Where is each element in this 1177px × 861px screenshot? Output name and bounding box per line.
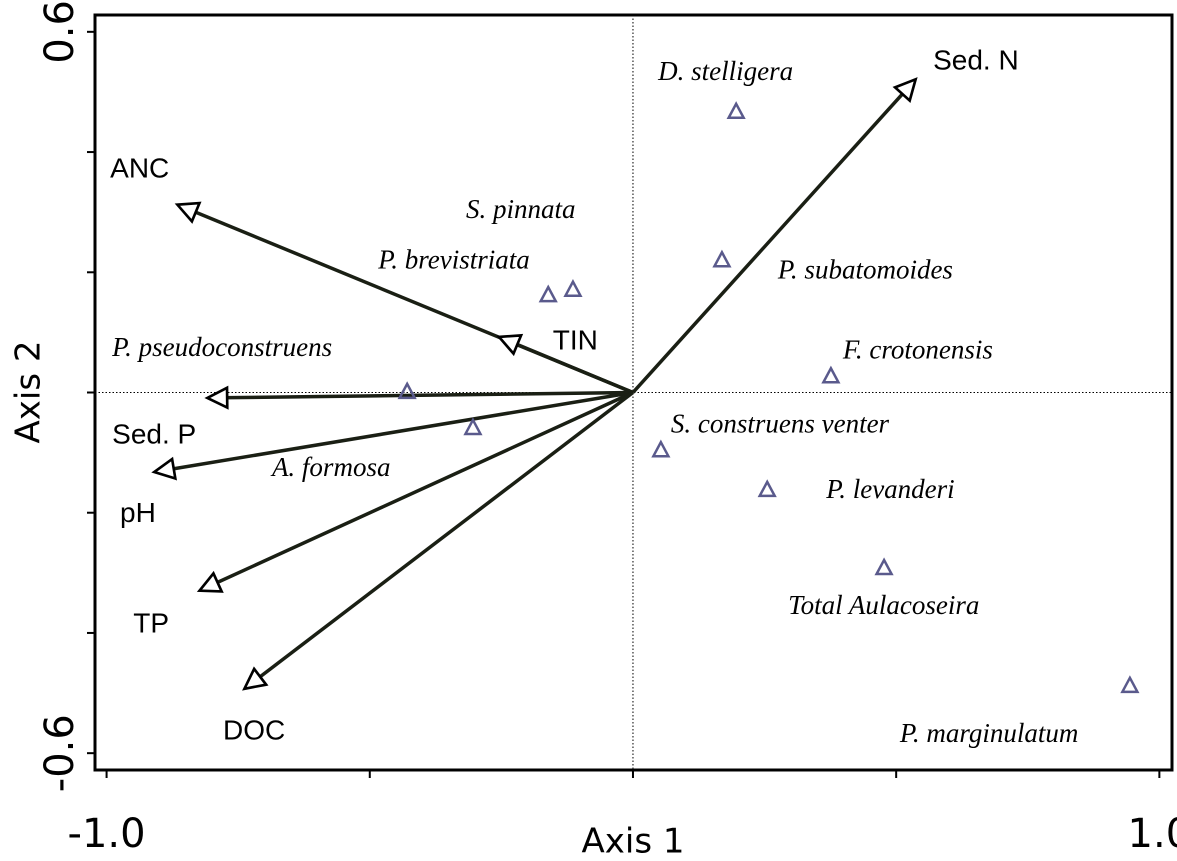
- vector-label: Sed. P: [112, 418, 196, 449]
- vector-label: TIN: [553, 325, 598, 356]
- species-point: [651, 439, 671, 458]
- vector-arrow: [151, 390, 634, 481]
- vector-arrow: [204, 385, 633, 410]
- species-label: F. crotonensis: [842, 334, 993, 364]
- y-tick-label: 0.6: [37, 0, 83, 64]
- species-label: P. levanderi: [825, 474, 954, 504]
- species-label: P. brevistriata: [377, 244, 530, 274]
- species-label: S. construens venter: [671, 408, 890, 438]
- species-point: [874, 557, 894, 576]
- species-point: [397, 381, 417, 400]
- vector-arrow: [496, 333, 634, 395]
- vector-label: ANC: [110, 152, 169, 183]
- species-label: Total Aulacoseira: [788, 590, 979, 620]
- species-label: S. pinnata: [466, 194, 576, 224]
- species-point: [1120, 675, 1140, 694]
- species-point: [463, 417, 483, 436]
- species-label: P. pseudoconstruens: [111, 332, 332, 362]
- y-axis-label: Axis 2: [9, 341, 49, 444]
- vector-arrow: [196, 390, 634, 593]
- species-point: [726, 101, 746, 120]
- vector-label: pH: [120, 497, 156, 528]
- x-tick-label: 1.0: [1128, 811, 1177, 857]
- species-label: P. marginulatum: [899, 718, 1079, 748]
- species-point: [821, 365, 841, 384]
- species-label: D. stelligera: [657, 56, 793, 86]
- vector-arrow: [631, 77, 918, 394]
- vector-label: TP: [133, 608, 169, 639]
- species-label: P. subatomoides: [777, 254, 953, 284]
- species-point: [712, 249, 732, 268]
- vector-label: Sed. N: [933, 44, 1019, 75]
- vector-arrow: [242, 391, 635, 691]
- species-point: [757, 479, 777, 498]
- species-point: [563, 279, 583, 297]
- y-tick-label: -0.6: [37, 714, 83, 792]
- x-axis-label: Axis 1: [582, 822, 685, 861]
- x-tick-label: -1.0: [68, 811, 146, 857]
- species-point: [538, 284, 558, 303]
- vector-label: DOC: [223, 715, 285, 746]
- species-label: A. formosa: [270, 452, 391, 482]
